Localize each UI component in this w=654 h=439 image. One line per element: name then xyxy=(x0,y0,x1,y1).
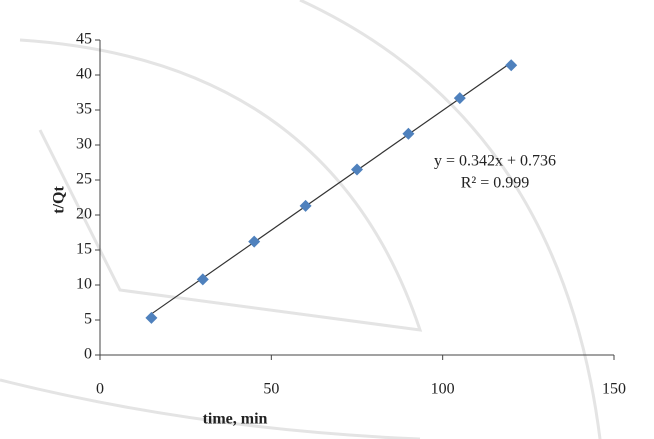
x-tick-label: 50 xyxy=(263,381,279,398)
x-axis-label: time, min xyxy=(203,411,268,428)
y-tick-label: 30 xyxy=(76,136,92,153)
watermark xyxy=(0,0,602,439)
point xyxy=(453,92,466,105)
y-tick-label: 15 xyxy=(76,241,92,258)
y-tick-label: 5 xyxy=(84,311,92,328)
point xyxy=(505,59,518,72)
point xyxy=(402,127,415,140)
x-tick-label: 0 xyxy=(96,381,104,398)
x-tick-label: 150 xyxy=(602,381,626,398)
point xyxy=(248,235,261,248)
point xyxy=(299,199,312,212)
y-tick-label: 0 xyxy=(84,346,92,363)
y-tick-label: 20 xyxy=(76,206,92,223)
trendline xyxy=(151,62,512,315)
y-tick-label: 35 xyxy=(76,101,92,118)
y-tick-label: 25 xyxy=(76,171,92,188)
y-tick-label: 45 xyxy=(76,31,92,48)
y-axis-label: t/Qt xyxy=(51,186,68,214)
r-squared: R² = 0.999 xyxy=(461,175,530,192)
point xyxy=(196,273,209,286)
point xyxy=(145,311,158,324)
point xyxy=(351,163,363,176)
y-tick-label: 40 xyxy=(76,66,92,83)
x-tick-label: 100 xyxy=(431,381,455,398)
trendline-equation: y = 0.342x + 0.736 xyxy=(434,153,556,170)
y-tick-label: 10 xyxy=(76,276,92,293)
